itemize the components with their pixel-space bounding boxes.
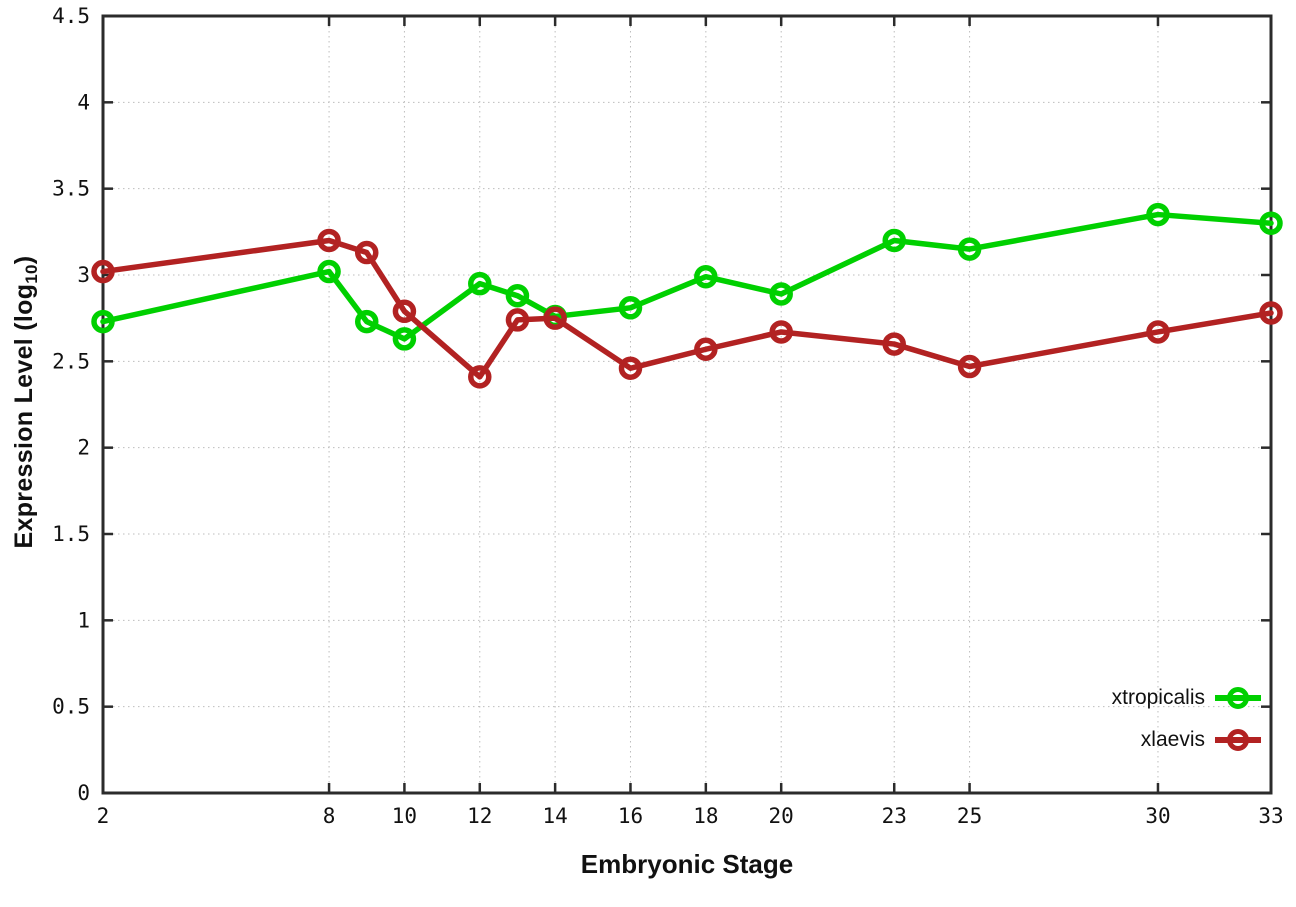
x-tick-label: 33 — [1258, 804, 1283, 828]
y-tick-label: 3 — [77, 263, 90, 287]
y-axis-title-subscript: 10 — [22, 264, 41, 284]
x-tick-label: 18 — [693, 804, 718, 828]
data-point-xlaevis — [468, 365, 492, 389]
y-tick-label: 0 — [77, 781, 90, 805]
open-circle-icon — [1226, 728, 1249, 751]
x-tick-label: 23 — [882, 804, 907, 828]
data-point-xlaevis — [392, 299, 417, 324]
legend-label: xtropicalis — [1111, 686, 1205, 709]
data-point-xlaevis — [91, 259, 115, 284]
data-point-xtropicalis — [91, 309, 115, 334]
data-point-xtropicalis — [1146, 202, 1170, 227]
y-tick-label: 2 — [77, 436, 90, 460]
data-point-xlaevis — [505, 308, 530, 332]
data-point-xtropicalis — [505, 283, 530, 308]
open-circle-icon — [1226, 686, 1249, 709]
data-point-xtropicalis — [392, 327, 417, 351]
data-point-xtropicalis — [354, 309, 379, 334]
y-tick-label: 4 — [77, 90, 90, 114]
line-point-marker-icon — [1215, 723, 1261, 757]
y-tick-label: 1.5 — [52, 522, 90, 546]
y-tick-label: 2.5 — [52, 349, 90, 373]
data-point-xlaevis — [957, 354, 982, 379]
y-tick-label: 3.5 — [52, 177, 90, 201]
data-point-xlaevis — [354, 240, 379, 265]
series-line-xtropicalis — [100, 211, 1274, 342]
legend-label: xlaevis — [1140, 728, 1205, 751]
x-tick-label: 12 — [467, 804, 492, 828]
data-point-xtropicalis — [618, 296, 643, 320]
data-point-xlaevis — [618, 356, 643, 380]
data-point-xlaevis — [1259, 301, 1283, 325]
y-tick-label: 0.5 — [52, 695, 90, 719]
x-tick-label: 30 — [1145, 804, 1170, 828]
data-point-xtropicalis — [694, 264, 718, 289]
plot-border — [101, 14, 1273, 795]
data-point-xlaevis — [543, 306, 567, 330]
legend-item-xlaevis: xlaevis — [1141, 723, 1261, 757]
x-tick-label: 20 — [769, 804, 794, 828]
legend-item-xtropicalis: xtropicalis — [1112, 681, 1261, 715]
x-tick-label: 8 — [323, 804, 336, 828]
data-point-xtropicalis — [882, 228, 906, 253]
x-tick-label: 16 — [618, 804, 643, 828]
x-tick-label: 2 — [97, 804, 110, 828]
legend: xtropicalis xlaevis — [1112, 681, 1261, 757]
data-point-xlaevis — [694, 337, 718, 361]
y-tick-label: 4.5 — [52, 4, 90, 28]
data-point-xlaevis — [317, 228, 341, 253]
y-axis-title-suffix: ) — [10, 255, 38, 265]
x-tick-label: 25 — [957, 804, 982, 828]
series-line-xlaevis — [100, 237, 1274, 380]
data-point-xtropicalis — [957, 237, 982, 261]
data-point-xlaevis — [882, 332, 906, 356]
x-axis-title: Embryonic Stage — [580, 849, 794, 879]
y-axis-title-text: Expression Level (log — [10, 283, 38, 549]
y-axis-title: Expression Level (log10) — [10, 256, 42, 549]
x-tick-label: 10 — [392, 804, 417, 828]
data-point-xtropicalis — [1259, 211, 1283, 235]
data-point-xtropicalis — [317, 259, 341, 284]
y-tick-label: 1 — [77, 608, 90, 632]
line-point-marker-icon — [1215, 681, 1261, 715]
data-point-xlaevis — [1146, 320, 1170, 344]
data-point-xlaevis — [769, 320, 793, 344]
data-point-xtropicalis — [769, 282, 793, 306]
x-tick-label: 14 — [542, 804, 567, 828]
data-point-xtropicalis — [468, 271, 492, 296]
